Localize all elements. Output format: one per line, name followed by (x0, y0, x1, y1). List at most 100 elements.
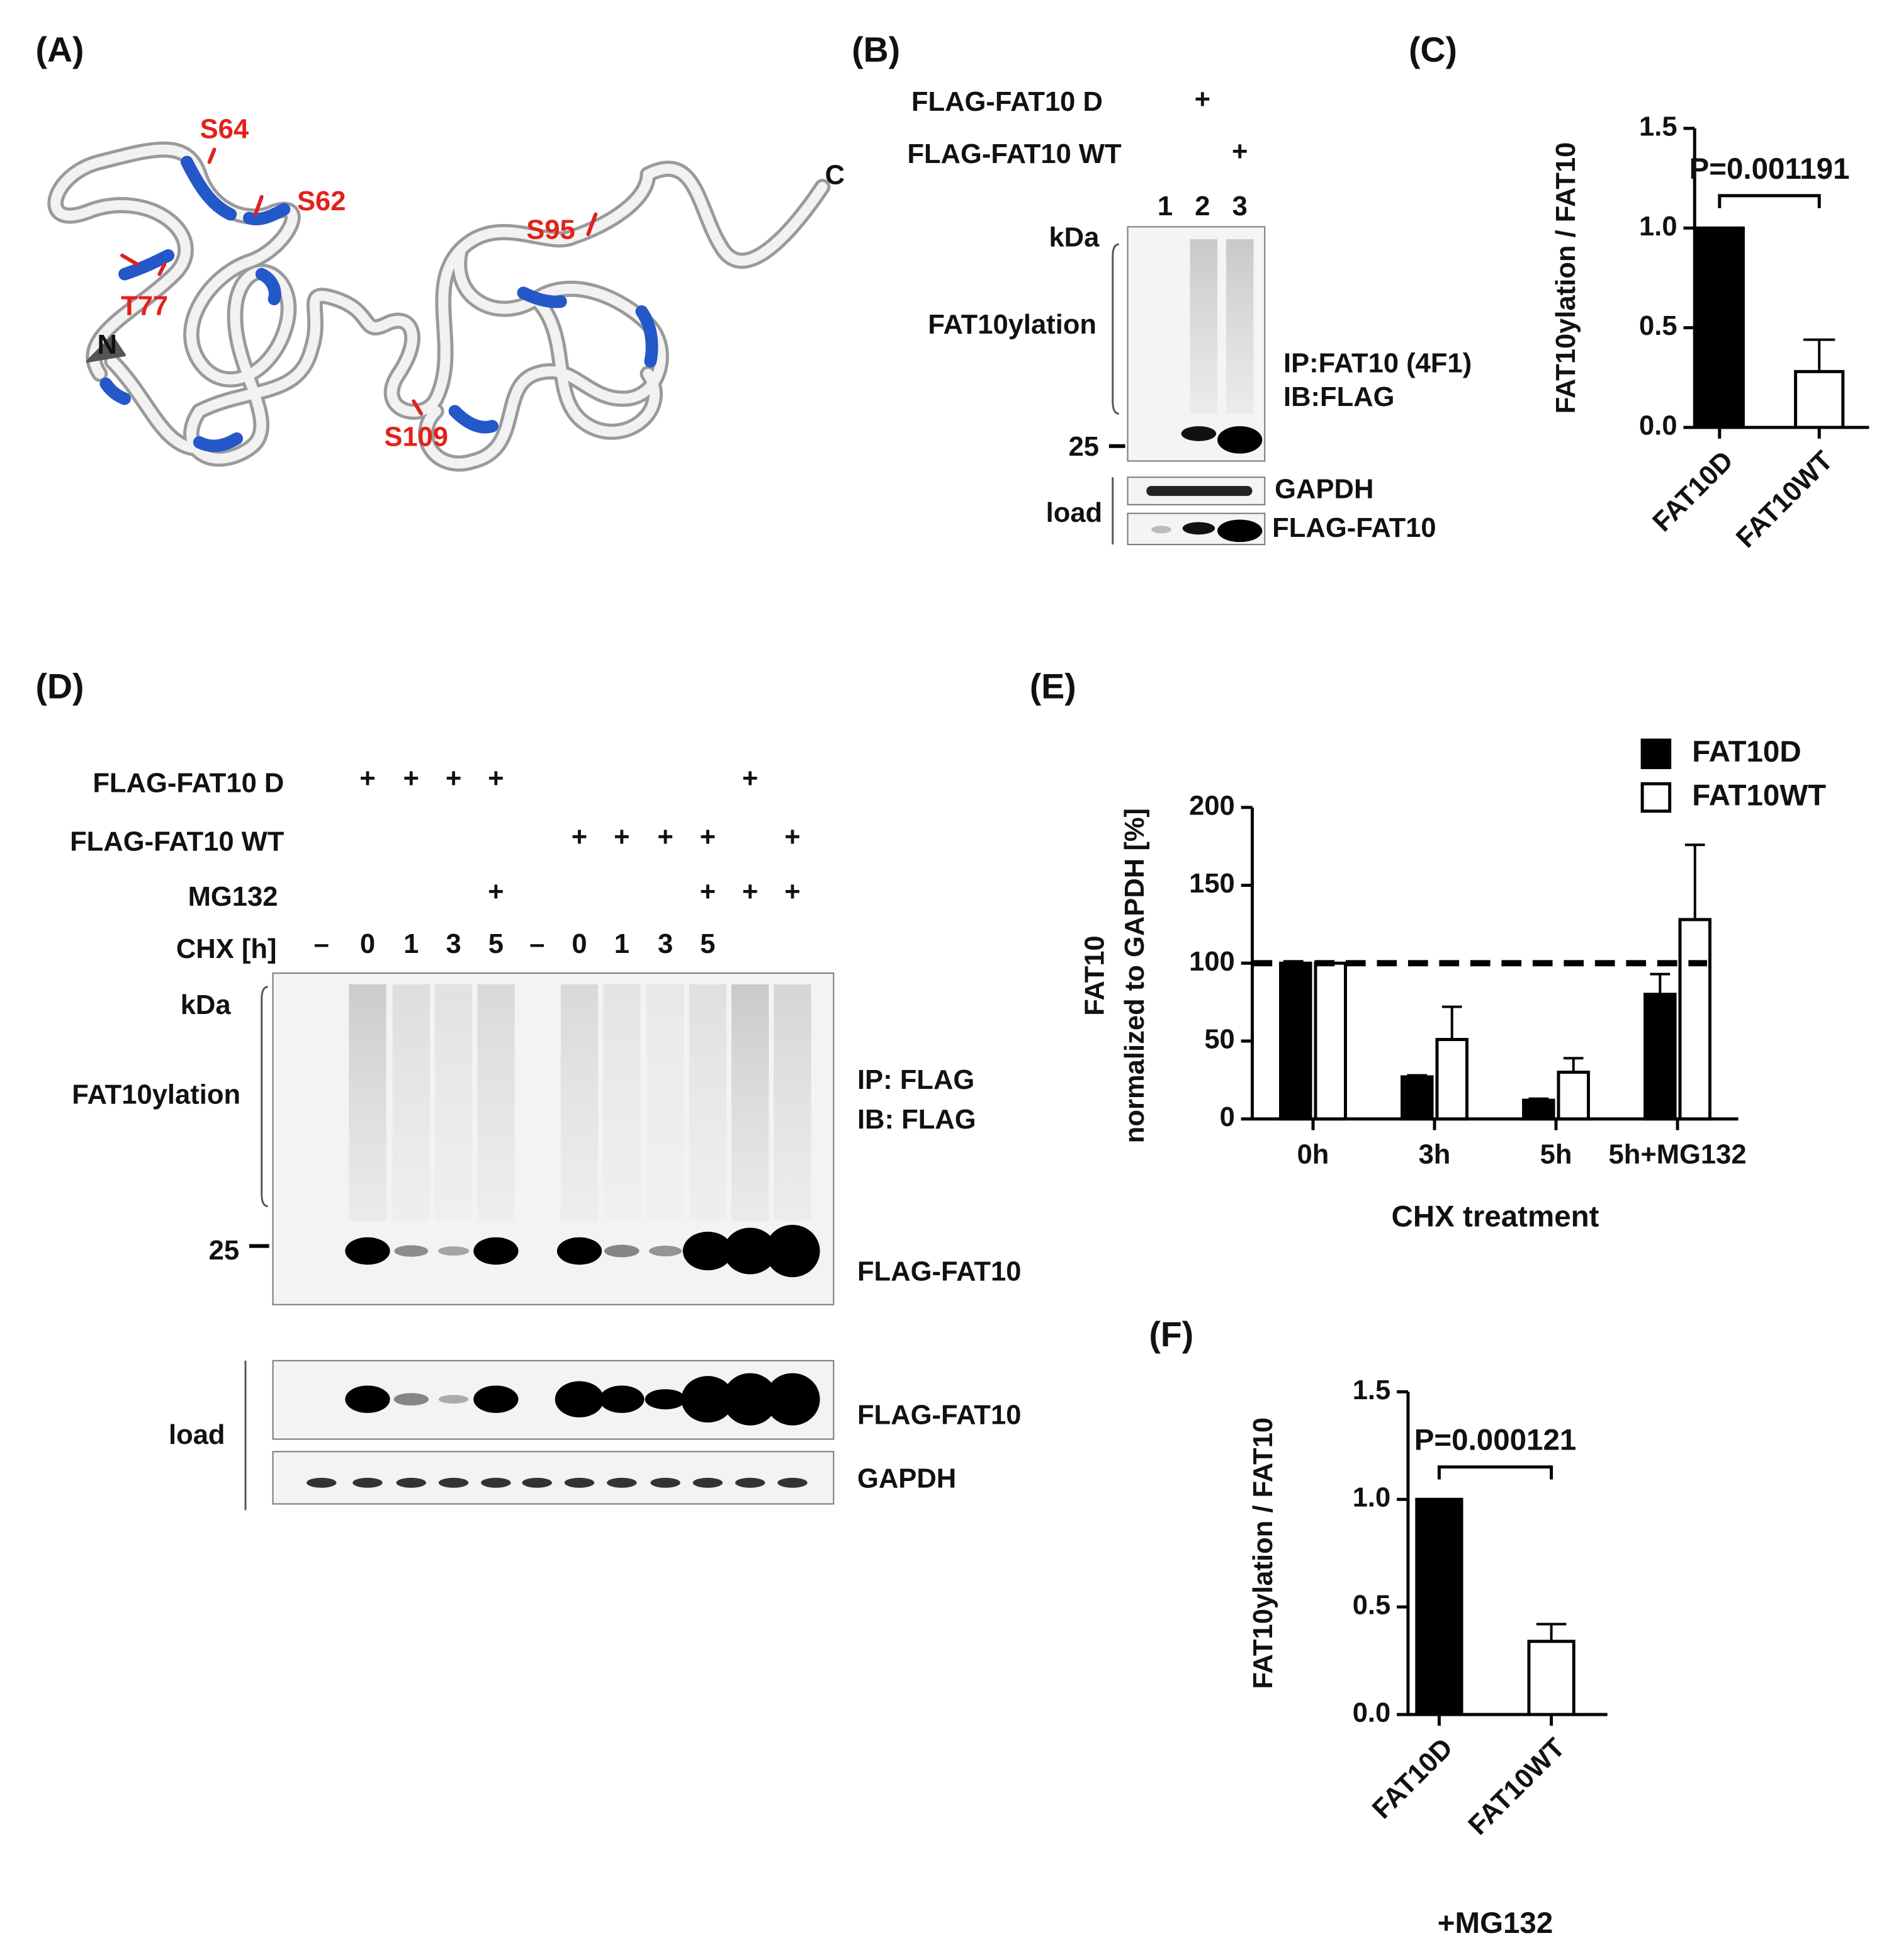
y-tick-label: 0.5 (1353, 1591, 1391, 1621)
blot-band (345, 1385, 390, 1413)
protein-structure (47, 141, 831, 472)
x-tick-label: 5h+MG132 (1609, 1140, 1747, 1170)
blot-band (393, 1393, 429, 1406)
x-tick-label: FAT10D (1647, 446, 1739, 538)
residue-label: S62 (297, 186, 346, 217)
blot-label: 25 (1069, 432, 1099, 462)
y-tick-label: 0.0 (1353, 1698, 1391, 1728)
lane-mark: + (572, 822, 587, 852)
blot-smear (560, 984, 599, 1222)
y-tick-label: 1.0 (1353, 1483, 1391, 1513)
y-axis-label: FAT10ylation / FAT10 (1551, 142, 1581, 414)
blot-band (645, 1389, 686, 1410)
blot-band (1146, 486, 1253, 496)
blot-smear (603, 984, 641, 1222)
lane-mark: + (1232, 137, 1248, 167)
legend-swatch (1640, 738, 1672, 769)
blot-band (1181, 426, 1217, 441)
blot-band (765, 1373, 820, 1426)
panel-label: (C) (1409, 30, 1457, 69)
error-bar (1441, 1005, 1462, 1040)
y-tick-label: 0.5 (1639, 311, 1677, 341)
blot-band (345, 1237, 390, 1265)
blot-band (1217, 426, 1263, 454)
blot-band (648, 1246, 682, 1257)
legend-label: FAT10D (1692, 735, 1801, 769)
blot-label: FAT10ylation (928, 310, 1096, 340)
blot-band (438, 1395, 469, 1404)
blot-label: IB:FLAG (1283, 382, 1395, 412)
blot-label: IP:FAT10 (4F1) (1283, 349, 1472, 379)
panel-label: (A) (36, 30, 84, 69)
blot-bands (306, 984, 820, 1488)
significance-bracket (1718, 194, 1821, 208)
lane-mark: + (700, 877, 716, 907)
bar (1401, 1075, 1434, 1121)
lane-mark: + (488, 763, 504, 794)
residue-label: S109 (384, 422, 448, 452)
blot-band (777, 1477, 808, 1488)
significance-bracket (1437, 1465, 1553, 1480)
lane-mark: + (1195, 84, 1210, 115)
annotation: P=0.000121 (1414, 1424, 1577, 1457)
lane-mark: + (742, 763, 758, 794)
error-bar (1684, 843, 1705, 920)
bar (1522, 1098, 1555, 1121)
lane-number: 3 (1232, 191, 1248, 222)
panel-label: (B) (852, 30, 900, 69)
blot-label: 25 (209, 1236, 239, 1266)
lane-mark: + (446, 763, 461, 794)
blot-band (723, 1227, 777, 1275)
panel-label: (D) (36, 667, 84, 706)
bar (1678, 918, 1711, 1121)
blot-smear (349, 984, 386, 1222)
blot-band (306, 1477, 337, 1488)
legend-label: FAT10WT (1692, 779, 1826, 813)
lane-mark: 1 (614, 929, 629, 959)
y-axis-label: FAT10ylation / FAT10 (1248, 1417, 1278, 1689)
y-axis-label: normalized to GAPDH [%] (1120, 808, 1150, 1143)
blot-band (555, 1381, 604, 1417)
x-tick-label: FAT10WT (1730, 446, 1839, 554)
lane-mark: 3 (446, 929, 461, 959)
x-tick-label: FAT10WT (1463, 1732, 1571, 1840)
y-tick-label: 1.0 (1639, 211, 1677, 242)
annotation: P=0.001191 (1689, 152, 1850, 186)
blot-band (438, 1246, 470, 1256)
x-tick-label: 3h (1419, 1140, 1451, 1170)
blot-smear (1190, 239, 1218, 414)
blot-smear (774, 984, 811, 1222)
blot-band (394, 1245, 429, 1257)
blot-band (1217, 519, 1263, 543)
y-tick-label: 0.0 (1639, 411, 1677, 441)
blot-band (682, 1231, 733, 1271)
blot-band (564, 1477, 595, 1488)
blot-band (522, 1477, 552, 1488)
lane-mark: 3 (658, 929, 673, 959)
error-bar (1650, 972, 1671, 994)
blot-smear (477, 984, 515, 1222)
error-bar (1803, 338, 1835, 372)
lane-mark: 0 (572, 929, 587, 959)
lane-number: 1 (1158, 191, 1173, 222)
blot-smear (689, 984, 727, 1222)
lane-mark: 5 (700, 929, 715, 959)
lane-mark: + (359, 763, 375, 794)
x-tick-label: 5h (1540, 1140, 1572, 1170)
residue-label: S64 (200, 114, 249, 144)
lane-number: 2 (1195, 191, 1210, 222)
blot-label: FLAG-FAT10 (1272, 513, 1436, 543)
blot-band (1182, 522, 1215, 535)
bar (1557, 1071, 1590, 1121)
bar (1794, 369, 1845, 429)
blot-label: FLAG-FAT10 (857, 1400, 1021, 1430)
blot-band (438, 1477, 469, 1488)
blot-label: GAPDH (857, 1463, 956, 1494)
y-tick-label: 200 (1189, 791, 1235, 821)
lane-mark: – (314, 929, 329, 959)
blot-band (473, 1385, 519, 1413)
blot-label: load (169, 1420, 225, 1450)
blot-band (607, 1477, 637, 1488)
blot-label: FAT10ylation (72, 1080, 240, 1110)
